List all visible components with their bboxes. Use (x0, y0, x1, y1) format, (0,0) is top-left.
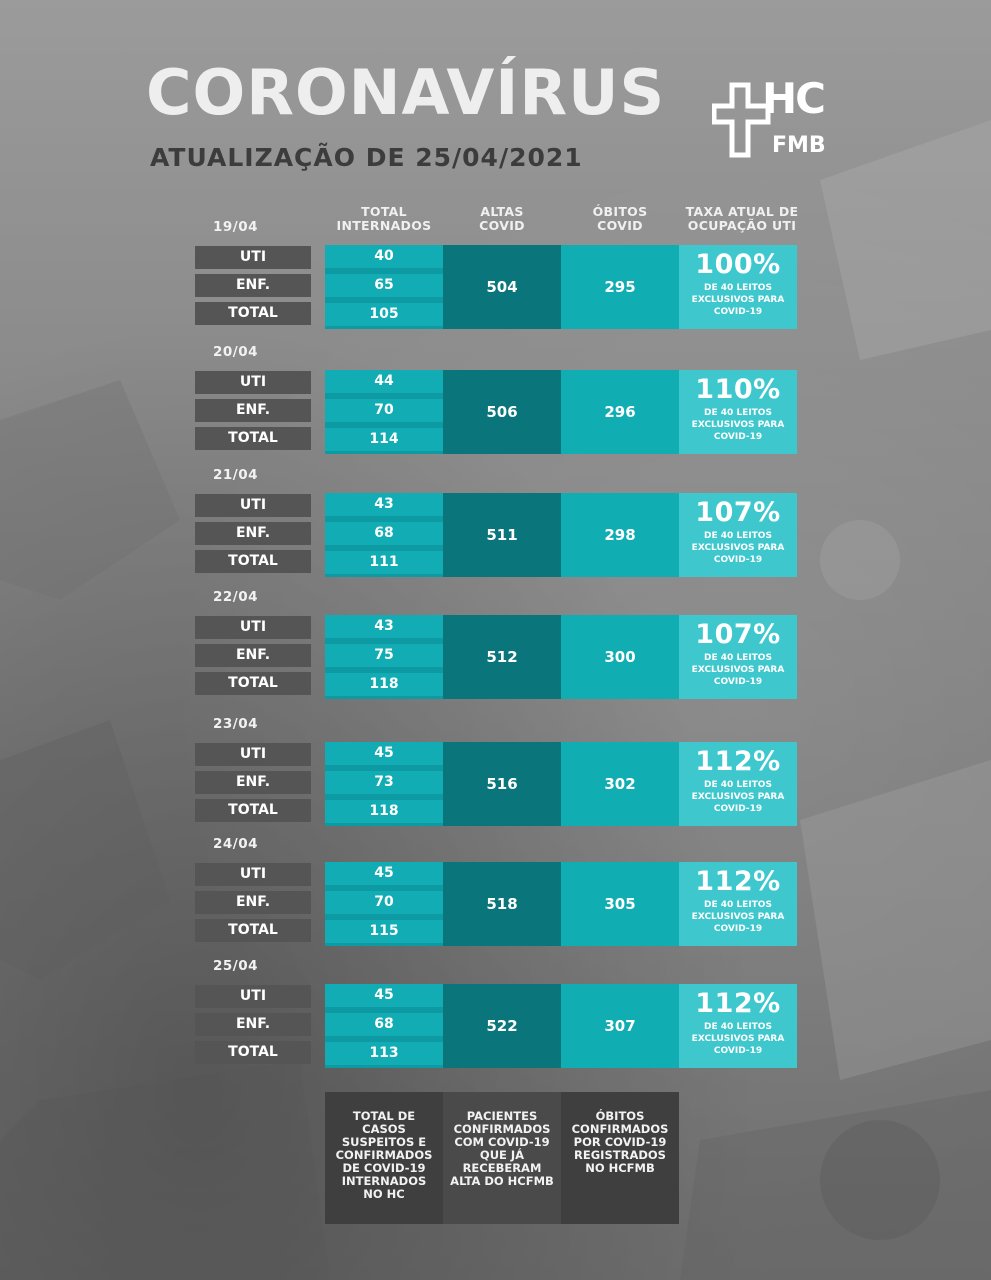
page-title: CORONAVÍRUS (146, 56, 666, 129)
label-uti: UTI (195, 246, 311, 269)
uti-count: 43 (325, 615, 443, 638)
taxa-cell: 100% DE 40 LEITOS EXCLUSIVOS PARA COVID-… (679, 245, 797, 329)
uti-count: 45 (325, 862, 443, 885)
taxa-cell: 110% DE 40 LEITOS EXCLUSIVOS PARA COVID-… (679, 370, 797, 454)
taxa-percent: 112% (695, 866, 781, 897)
column-header-total-internados: TOTAL INTERNADOS (336, 204, 432, 233)
taxa-percent: 112% (695, 746, 781, 777)
label-enf: ENF. (195, 644, 311, 667)
cross-icon (712, 82, 771, 158)
total-count: 114 (325, 428, 443, 451)
label-uti: UTI (195, 863, 311, 886)
obitos-count: 298 (561, 493, 679, 577)
label-total: TOTAL (195, 1041, 311, 1064)
label-enf: ENF. (195, 274, 311, 297)
day-date: 24/04 (213, 836, 259, 852)
column-header-obitos: ÓBITOS COVID (592, 204, 648, 233)
uti-count: 43 (325, 493, 443, 516)
label-enf: ENF. (195, 399, 311, 422)
altas-count: 512 (443, 615, 561, 699)
day-block: 21/04 UTI ENF. TOTAL 43 68 111 511 298 1… (195, 467, 797, 577)
enf-count: 70 (325, 891, 443, 914)
total-count: 105 (325, 303, 443, 326)
day-date: 23/04 (213, 716, 259, 732)
column-header-altas: ALTAS COVID (479, 204, 525, 233)
legend-obitos: ÓBITOS CONFIRMADOS POR COVID-19 REGISTRADO… (571, 1109, 669, 1175)
logo-fmb-text: FMB (772, 133, 826, 158)
enf-count: 70 (325, 399, 443, 422)
day-block: 19/04 UTI ENF. TOTAL 40 65 105 504 295 1… (195, 219, 797, 329)
altas-count: 506 (443, 370, 561, 454)
label-enf: ENF. (195, 1013, 311, 1036)
taxa-cell: 112% DE 40 LEITOS EXCLUSIVOS PARA COVID-… (679, 742, 797, 826)
uti-count: 44 (325, 370, 443, 393)
day-block: 24/04 UTI ENF. TOTAL 45 70 115 518 305 1… (195, 836, 797, 946)
label-enf: ENF. (195, 891, 311, 914)
hcfmb-logo: HC FMB (712, 74, 832, 165)
taxa-percent: 107% (695, 619, 781, 650)
enf-count: 68 (325, 522, 443, 545)
altas-count: 511 (443, 493, 561, 577)
label-total: TOTAL (195, 799, 311, 822)
legend-total-internados: TOTAL DE CASOS SUSPEITOS E CONFIRMADOS DE C… (335, 1109, 433, 1201)
obitos-count: 300 (561, 615, 679, 699)
logo-hc-text: HC (762, 74, 826, 123)
day-date: 21/04 (213, 467, 259, 483)
day-block: 22/04 UTI ENF. TOTAL 43 75 118 512 300 1… (195, 589, 797, 699)
enf-count: 65 (325, 274, 443, 297)
total-count: 111 (325, 551, 443, 574)
label-uti: UTI (195, 371, 311, 394)
altas-count: 522 (443, 984, 561, 1068)
taxa-cell: 112% DE 40 LEITOS EXCLUSIVOS PARA COVID-… (679, 984, 797, 1068)
column-header-taxa: TAXA ATUAL DE OCUPAÇÃO UTI (685, 204, 799, 233)
enf-count: 75 (325, 644, 443, 667)
total-count: 118 (325, 800, 443, 823)
obitos-count: 302 (561, 742, 679, 826)
label-total: TOTAL (195, 672, 311, 695)
update-date: ATUALIZAÇÃO DE 25/04/2021 (150, 143, 583, 172)
label-uti: UTI (195, 985, 311, 1008)
obitos-count: 296 (561, 370, 679, 454)
day-block: 23/04 UTI ENF. TOTAL 45 73 118 516 302 1… (195, 716, 797, 826)
taxa-cell: 107% DE 40 LEITOS EXCLUSIVOS PARA COVID-… (679, 493, 797, 577)
obitos-count: 305 (561, 862, 679, 946)
uti-count: 45 (325, 984, 443, 1007)
taxa-percent: 110% (695, 374, 781, 405)
taxa-cell: 107% DE 40 LEITOS EXCLUSIVOS PARA COVID-… (679, 615, 797, 699)
label-total: TOTAL (195, 427, 311, 450)
day-date: 22/04 (213, 589, 259, 605)
obitos-count: 295 (561, 245, 679, 329)
label-uti: UTI (195, 616, 311, 639)
label-enf: ENF. (195, 522, 311, 545)
day-date: 25/04 (213, 958, 259, 974)
altas-count: 504 (443, 245, 561, 329)
total-count: 115 (325, 920, 443, 943)
day-block: 20/04 UTI ENF. TOTAL 44 70 114 506 296 1… (195, 344, 797, 454)
taxa-percent: 100% (695, 249, 781, 280)
obitos-count: 307 (561, 984, 679, 1068)
enf-count: 73 (325, 771, 443, 794)
label-total: TOTAL (195, 550, 311, 573)
label-enf: ENF. (195, 771, 311, 794)
label-uti: UTI (195, 494, 311, 517)
uti-count: 40 (325, 245, 443, 268)
taxa-cell: 112% DE 40 LEITOS EXCLUSIVOS PARA COVID-… (679, 862, 797, 946)
uti-count: 45 (325, 742, 443, 765)
legend-altas: PACIENTES CONFIRMADOS COM COVID-19 QUE JÁ R… (443, 1092, 561, 1224)
altas-count: 518 (443, 862, 561, 946)
total-count: 113 (325, 1042, 443, 1065)
taxa-percent: 107% (695, 497, 781, 528)
taxa-percent: 112% (695, 988, 781, 1019)
label-uti: UTI (195, 743, 311, 766)
total-count: 118 (325, 673, 443, 696)
label-total: TOTAL (195, 302, 311, 325)
altas-count: 516 (443, 742, 561, 826)
enf-count: 68 (325, 1013, 443, 1036)
day-block: 25/04 UTI ENF. TOTAL 45 68 113 522 307 1… (195, 958, 797, 1068)
day-date: 20/04 (213, 344, 259, 360)
label-total: TOTAL (195, 919, 311, 942)
day-date: 19/04 (213, 219, 259, 235)
